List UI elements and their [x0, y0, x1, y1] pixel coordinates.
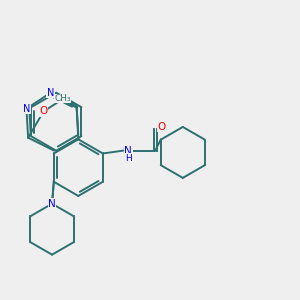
Text: O: O	[40, 106, 48, 116]
Text: N: N	[47, 88, 54, 98]
Text: N: N	[48, 199, 56, 209]
Text: N: N	[48, 199, 56, 209]
Text: O: O	[158, 122, 166, 132]
Text: CH₃: CH₃	[54, 94, 71, 103]
Text: N: N	[23, 104, 30, 114]
Text: H: H	[125, 154, 132, 163]
Text: N: N	[124, 146, 132, 156]
